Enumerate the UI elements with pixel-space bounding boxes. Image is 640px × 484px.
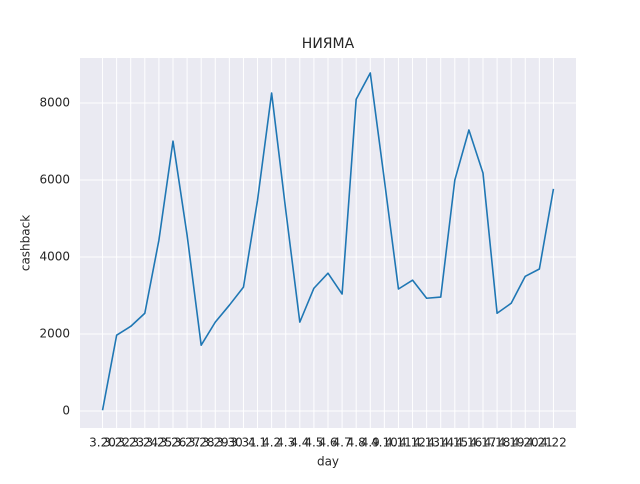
y-tick-label: 8000 (39, 96, 70, 110)
x-tick-label: 4.15 (441, 436, 468, 450)
x-tick-label: 4.17 (470, 436, 497, 450)
x-tick-label: 3.31 (230, 436, 257, 450)
x-tick-label: 4.4 (290, 436, 309, 450)
x-tick-label: 3.24 (131, 436, 158, 450)
x-tick-label: 3.28 (188, 436, 215, 450)
x-tick-label: 4.19 (498, 436, 525, 450)
x-tick-label: 3.23 (117, 436, 144, 450)
y-tick-label: 2000 (39, 327, 70, 341)
x-tick-label: 4.3 (276, 436, 295, 450)
x-tick-label: 4.6 (318, 436, 337, 450)
x-tick-label: 4.1 (248, 436, 267, 450)
x-tick-label: 4.10 (371, 436, 398, 450)
x-tick-label: 4.9 (361, 436, 380, 450)
y-tick-label: 4000 (39, 250, 70, 264)
x-axis-label: day (317, 455, 339, 469)
x-tick-label: 4.20 (512, 436, 539, 450)
x-tick-label: 4.2 (262, 436, 281, 450)
x-tick-label: 4.11 (385, 436, 412, 450)
x-tick-label: 3.26 (160, 436, 187, 450)
x-tick-label: 4.16 (456, 436, 483, 450)
x-tick-label: 4.18 (484, 436, 511, 450)
y-tick-label: 0 (62, 404, 70, 418)
x-tick-label: 4.8 (347, 436, 366, 450)
x-tick-label: 3.27 (174, 436, 201, 450)
x-tick-label: 4.7 (333, 436, 352, 450)
y-tick-label: 6000 (39, 173, 70, 187)
line (101, 72, 555, 411)
x-tick-label: 3.30 (216, 436, 243, 450)
chart-title: НИЯМА (302, 36, 355, 52)
x-tick-label: 3.25 (146, 436, 173, 450)
x-tick-label: 3.29 (202, 436, 229, 450)
x-tick-label: 4.21 (526, 436, 553, 450)
x-tick-label: 4.22 (540, 436, 567, 450)
x-tick-label: 4.12 (399, 436, 426, 450)
x-tick-label: 4.14 (427, 436, 454, 450)
x-tick-label: 3.22 (103, 436, 130, 450)
y-axis-label: cashback (19, 215, 33, 271)
x-tick-label: 3.20 (89, 436, 116, 450)
x-tick-label: 4.5 (304, 436, 323, 450)
x-tick-label: 4.13 (413, 436, 440, 450)
